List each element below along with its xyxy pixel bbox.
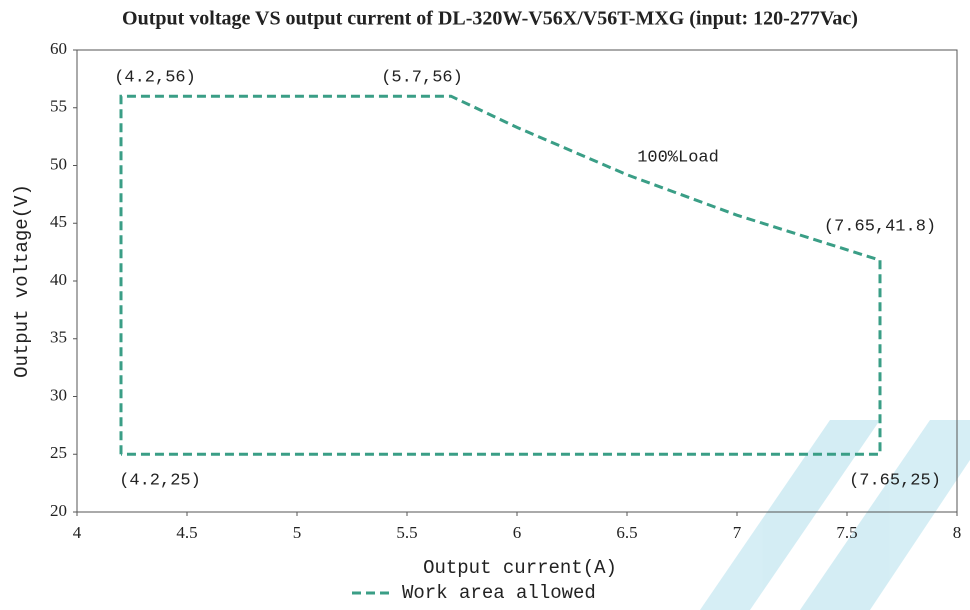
x-tick-label: 6.5	[616, 523, 637, 542]
y-axis-title: Output voltage(V)	[11, 184, 33, 378]
x-tick-label: 5.5	[396, 523, 417, 542]
legend-label: Work area allowed	[402, 582, 596, 604]
annotation: (4.2,56)	[114, 68, 196, 87]
annotation: 100%Load	[637, 148, 719, 167]
y-tick-label: 30	[50, 385, 67, 404]
annotation: (5.7,56)	[381, 68, 463, 87]
y-tick-label: 35	[50, 328, 67, 347]
y-tick-label: 40	[50, 270, 67, 289]
watermark	[700, 420, 970, 610]
x-axis-title: Output current(A)	[423, 557, 617, 579]
x-tick-label: 8	[953, 523, 962, 542]
watermark-stripe	[800, 420, 970, 610]
watermark-stripe	[700, 420, 880, 610]
x-tick-label: 6	[513, 523, 522, 542]
x-tick-label: 7	[733, 523, 742, 542]
annotation: (4.2,25)	[119, 471, 201, 490]
y-tick-label: 25	[50, 443, 67, 462]
y-tick-label: 55	[50, 97, 67, 116]
annotation: (7.65,41.8)	[824, 217, 936, 236]
annotation: (7.65,25)	[849, 471, 941, 490]
x-tick-label: 7.5	[836, 523, 857, 542]
y-tick-label: 60	[50, 39, 67, 58]
chart-title: Output voltage VS output current of DL-3…	[122, 8, 858, 30]
y-tick-label: 50	[50, 154, 67, 173]
data-line	[119, 94, 882, 456]
x-tick-label: 5	[293, 523, 302, 542]
y-tick-label: 20	[50, 501, 67, 520]
x-tick-label: 4	[73, 523, 82, 542]
y-tick-label: 45	[50, 212, 67, 231]
x-tick-label: 4.5	[176, 523, 197, 542]
